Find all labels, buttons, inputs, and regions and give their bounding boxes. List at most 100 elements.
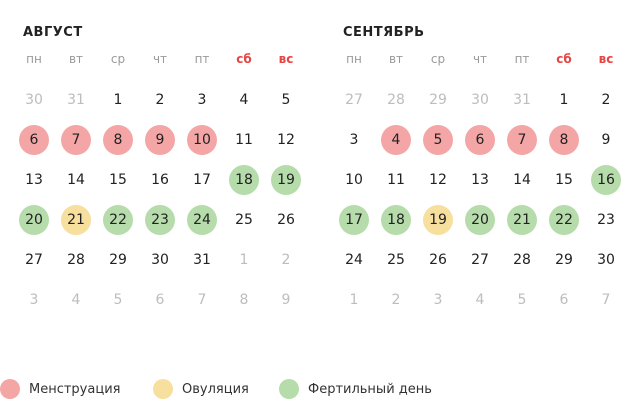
day-cell[interactable]: 27 [471, 252, 489, 268]
day-cell-other-month[interactable]: 29 [429, 92, 447, 108]
month-title: АВГУСТ [23, 25, 83, 40]
day-cell[interactable]: 12 [277, 132, 295, 148]
day-cell-other-month[interactable]: 3 [433, 292, 443, 308]
day-cell-other-month[interactable]: 31 [513, 92, 531, 108]
day-cell-other-month[interactable]: 9 [281, 292, 291, 308]
day-cell-menstruation[interactable]: 8 [549, 125, 579, 155]
day-cell[interactable]: 15 [555, 172, 573, 188]
day-cell-menstruation[interactable]: 6 [19, 125, 49, 155]
menstruation-dot-icon [0, 379, 20, 399]
weekday-label: вт [68, 52, 84, 66]
day-cell-fertile[interactable]: 18 [229, 165, 259, 195]
day-cell-fertile[interactable]: 24 [187, 205, 217, 235]
legend-label: Овуляция [182, 381, 249, 397]
day-cell-other-month[interactable]: 6 [559, 292, 569, 308]
day-cell-menstruation[interactable]: 4 [381, 125, 411, 155]
weekday-label: вс [598, 52, 614, 66]
day-cell-other-month[interactable]: 1 [239, 252, 249, 268]
day-cell-other-month[interactable]: 3 [29, 292, 39, 308]
day-cell-ovulation[interactable]: 21 [61, 205, 91, 235]
day-cell-other-month[interactable]: 2 [281, 252, 291, 268]
day-cell-menstruation[interactable]: 7 [507, 125, 537, 155]
weekday-label: ср [110, 52, 126, 66]
day-cell[interactable]: 1 [559, 92, 569, 108]
day-cell-other-month[interactable]: 1 [349, 292, 359, 308]
day-cell-other-month[interactable]: 31 [67, 92, 85, 108]
day-cell[interactable]: 29 [555, 252, 573, 268]
day-grid: 30 31 1 2 3 4 5 6 7 8 9 10 11 12 13 14 15 16 17 18 19 20 21 22 2… [13, 80, 307, 320]
day-cell[interactable]: 3 [197, 92, 207, 108]
legend-item-ovulation: Овуляция [153, 376, 249, 402]
day-cell[interactable]: 17 [193, 172, 211, 188]
day-cell-menstruation[interactable]: 7 [61, 125, 91, 155]
day-cell-other-month[interactable]: 5 [517, 292, 527, 308]
day-cell-other-month[interactable]: 5 [113, 292, 123, 308]
day-cell[interactable]: 26 [277, 212, 295, 228]
day-cell-fertile[interactable]: 21 [507, 205, 537, 235]
day-cell-fertile[interactable]: 18 [381, 205, 411, 235]
day-cell-other-month[interactable]: 30 [25, 92, 43, 108]
day-cell-fertile[interactable]: 16 [591, 165, 621, 195]
day-cell[interactable]: 31 [193, 252, 211, 268]
day-cell[interactable]: 25 [235, 212, 253, 228]
day-cell-fertile[interactable]: 22 [103, 205, 133, 235]
day-cell-other-month[interactable]: 27 [345, 92, 363, 108]
fertile-dot-icon [279, 379, 299, 399]
day-cell[interactable]: 28 [67, 252, 85, 268]
day-cell-fertile[interactable]: 22 [549, 205, 579, 235]
day-cell-fertile[interactable]: 20 [19, 205, 49, 235]
day-cell-menstruation[interactable]: 10 [187, 125, 217, 155]
day-cell[interactable]: 13 [471, 172, 489, 188]
legend-label: Менструация [29, 381, 121, 397]
day-cell-other-month[interactable]: 30 [471, 92, 489, 108]
day-cell-fertile[interactable]: 17 [339, 205, 369, 235]
day-cell[interactable]: 11 [387, 172, 405, 188]
day-cell[interactable]: 3 [349, 132, 359, 148]
day-cell-menstruation[interactable]: 6 [465, 125, 495, 155]
day-cell-menstruation[interactable]: 5 [423, 125, 453, 155]
day-cell[interactable]: 25 [387, 252, 405, 268]
month-title: СЕНТЯБРЬ [343, 25, 425, 40]
day-cell[interactable]: 9 [601, 132, 611, 148]
day-cell-ovulation[interactable]: 19 [423, 205, 453, 235]
weekday-label: чт [472, 52, 488, 66]
weekday-label: пн [26, 52, 42, 66]
weekday-label: сб [236, 52, 252, 66]
day-cell-other-month[interactable]: 4 [475, 292, 485, 308]
day-cell[interactable]: 14 [67, 172, 85, 188]
day-cell[interactable]: 12 [429, 172, 447, 188]
day-cell[interactable]: 2 [601, 92, 611, 108]
day-cell[interactable]: 16 [151, 172, 169, 188]
day-cell[interactable]: 13 [25, 172, 43, 188]
day-cell-other-month[interactable]: 6 [155, 292, 165, 308]
day-cell-other-month[interactable]: 7 [601, 292, 611, 308]
day-cell[interactable]: 27 [25, 252, 43, 268]
day-cell[interactable]: 10 [345, 172, 363, 188]
day-cell-other-month[interactable]: 4 [71, 292, 81, 308]
day-cell[interactable]: 11 [235, 132, 253, 148]
day-cell[interactable]: 14 [513, 172, 531, 188]
day-cell[interactable]: 5 [281, 92, 291, 108]
day-cell[interactable]: 28 [513, 252, 531, 268]
day-cell[interactable]: 24 [345, 252, 363, 268]
day-cell[interactable]: 4 [239, 92, 249, 108]
day-cell-other-month[interactable]: 7 [197, 292, 207, 308]
day-cell[interactable]: 30 [151, 252, 169, 268]
day-cell-other-month[interactable]: 28 [387, 92, 405, 108]
day-cell[interactable]: 26 [429, 252, 447, 268]
day-cell-other-month[interactable]: 8 [239, 292, 249, 308]
day-cell[interactable]: 2 [155, 92, 165, 108]
day-cell[interactable]: 29 [109, 252, 127, 268]
day-cell[interactable]: 30 [597, 252, 615, 268]
day-cell[interactable]: 23 [597, 212, 615, 228]
legend-item-menstruation: Менструация [0, 376, 120, 402]
weekday-label: чт [152, 52, 168, 66]
day-cell-fertile[interactable]: 23 [145, 205, 175, 235]
day-cell[interactable]: 15 [109, 172, 127, 188]
day-cell-fertile[interactable]: 20 [465, 205, 495, 235]
day-cell-fertile[interactable]: 19 [271, 165, 301, 195]
day-cell-other-month[interactable]: 2 [391, 292, 401, 308]
day-cell[interactable]: 1 [113, 92, 123, 108]
day-cell-menstruation[interactable]: 8 [103, 125, 133, 155]
day-cell-menstruation[interactable]: 9 [145, 125, 175, 155]
